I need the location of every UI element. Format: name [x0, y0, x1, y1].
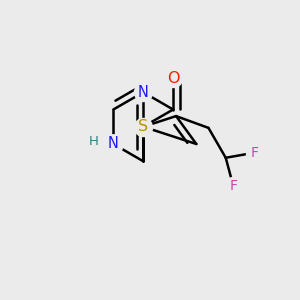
Text: O: O [167, 71, 179, 86]
Text: H: H [88, 135, 98, 148]
Text: S: S [138, 119, 148, 134]
Text: F: F [250, 146, 259, 160]
Text: F: F [229, 179, 237, 193]
Text: N: N [108, 136, 119, 152]
Text: N: N [138, 85, 149, 100]
